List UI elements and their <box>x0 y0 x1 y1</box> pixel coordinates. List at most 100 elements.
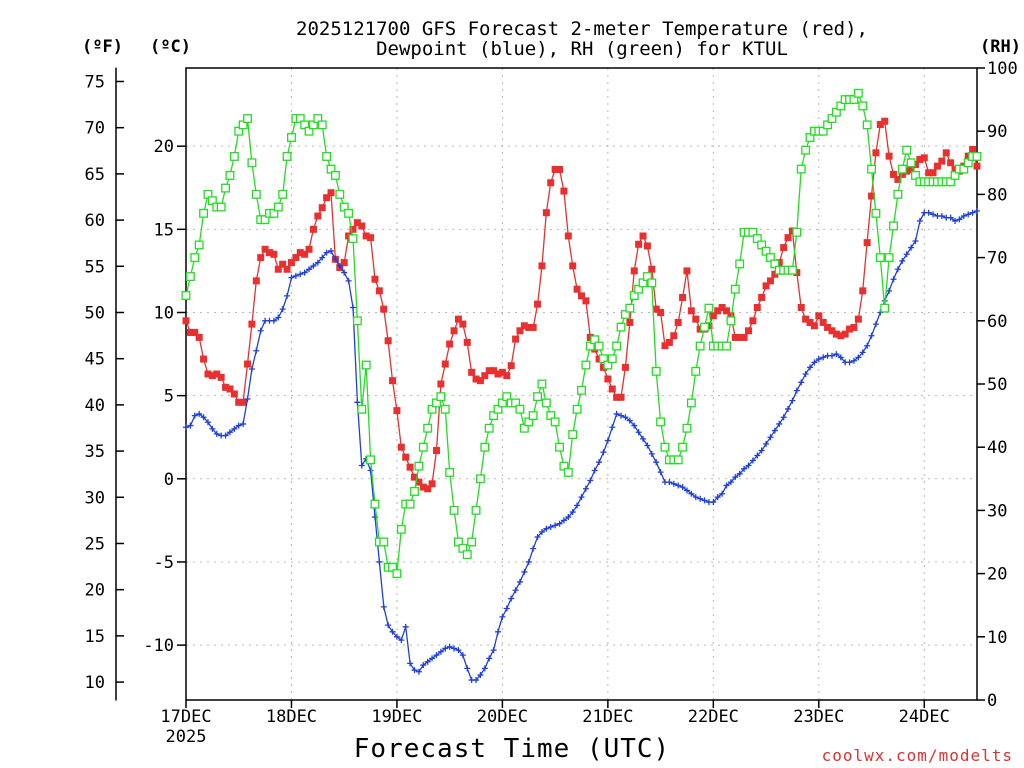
temperature-point <box>182 317 190 325</box>
temperature-point <box>450 327 458 335</box>
rh-tick-label: 60 <box>987 312 1007 332</box>
dewpoint-point <box>248 366 255 373</box>
celsius-tick-label: -5 <box>154 553 174 573</box>
dewpoint-point <box>714 494 721 501</box>
celsius-tick-label: 0 <box>164 470 174 490</box>
temperature-point <box>415 478 423 486</box>
fahrenheit-tick-label: 55 <box>85 257 105 277</box>
rh-point <box>906 158 916 168</box>
temperature-point <box>367 234 375 242</box>
rh-point <box>889 221 898 231</box>
temperature-point <box>512 335 520 343</box>
dewpoint-point <box>741 465 748 472</box>
temperature-point <box>437 380 445 388</box>
dewpoint-point <box>244 395 251 402</box>
dewpoint-point <box>622 414 629 421</box>
temperature-point <box>296 249 304 257</box>
temperature-point <box>419 483 427 491</box>
dewpoint-point <box>358 462 365 469</box>
temperature-point <box>222 383 230 391</box>
temperature-point <box>564 232 572 240</box>
dewpoint-point <box>477 672 484 679</box>
rh-point <box>884 253 894 263</box>
rh-point <box>190 253 200 263</box>
temperature-point <box>384 337 392 345</box>
temperature-point <box>727 312 735 320</box>
temperature-point <box>744 327 752 335</box>
dewpoint-point <box>745 462 752 469</box>
rh-point <box>445 468 455 477</box>
rh-point <box>410 486 419 496</box>
dewpoint-point <box>578 494 585 501</box>
temperature-point <box>498 368 506 376</box>
dewpoint-point <box>640 435 647 442</box>
rh-point <box>867 164 876 174</box>
dewpoint-point <box>481 665 488 672</box>
temperature-point <box>969 145 977 153</box>
dewpoint-point <box>508 595 515 602</box>
dewpoint-point <box>336 262 343 269</box>
dewpoint-point <box>525 558 532 565</box>
dewpoint-point <box>560 517 567 524</box>
rh-point <box>330 170 340 180</box>
dewpoint-point <box>833 351 840 358</box>
dewpoint-point <box>899 257 906 264</box>
dewpoint-point <box>420 662 427 669</box>
dewpoint-point <box>543 525 550 532</box>
temperature-point <box>850 323 858 331</box>
dewpoint-point <box>811 359 818 366</box>
dewpoint-point <box>275 314 282 321</box>
temperature-point <box>248 320 256 328</box>
rh-point <box>563 468 573 477</box>
dewpoint-point <box>411 667 418 674</box>
rh-point <box>660 442 670 452</box>
rh-point <box>875 253 885 263</box>
temperature-point <box>538 262 546 270</box>
credit-link[interactable]: coolwx.com/modelts <box>822 746 1013 765</box>
dewpoint-point <box>894 266 901 273</box>
dewpoint-point <box>886 287 893 294</box>
temperature-point <box>863 239 871 247</box>
x-tick-sublabel: 2025 <box>166 727 207 747</box>
temperature-point <box>265 249 273 257</box>
dewpoint-point <box>600 449 607 456</box>
temperature-point <box>674 318 682 326</box>
rh-line <box>185 91 977 576</box>
temperature-point <box>446 340 454 348</box>
temperature-point <box>731 333 739 341</box>
dewpoint-point <box>297 271 304 278</box>
dewpoint-point <box>938 213 945 220</box>
dewpoint-point <box>670 480 677 487</box>
dewpoint-point <box>187 422 194 429</box>
dewpoint-point <box>815 356 822 363</box>
rh-point <box>436 392 446 402</box>
temperature-point <box>230 390 238 398</box>
temperature-point <box>191 328 199 336</box>
fahrenheit-tick-label: 25 <box>85 534 105 554</box>
rh-tick-label: 0 <box>987 691 997 711</box>
dewpoint-point <box>675 482 682 489</box>
celsius-tick-label: 20 <box>154 137 174 157</box>
dewpoint-point <box>442 645 449 652</box>
rh-tick-label: 40 <box>987 438 1007 458</box>
temperature-point <box>621 363 629 371</box>
temperature-point <box>894 175 902 183</box>
rh-point <box>871 208 881 218</box>
temperature-point <box>626 318 634 326</box>
rh-point <box>862 120 872 130</box>
dewpoint-point <box>231 425 238 432</box>
fahrenheit-tick-label: 30 <box>85 488 105 508</box>
dewpoint-point <box>473 677 480 684</box>
dewpoint-point <box>890 276 897 283</box>
rh-point <box>322 152 332 161</box>
celsius-tick-label: 10 <box>154 303 174 323</box>
dewpoint-point <box>306 266 313 273</box>
temperature-point <box>459 320 467 328</box>
rh-point <box>656 417 666 427</box>
dewpoint-point <box>591 467 598 474</box>
dewpoint-point <box>516 578 523 585</box>
dewpoint-point <box>582 485 589 492</box>
rh-point <box>462 550 472 560</box>
dewpoint-point <box>952 218 959 225</box>
rh-point <box>893 189 903 199</box>
